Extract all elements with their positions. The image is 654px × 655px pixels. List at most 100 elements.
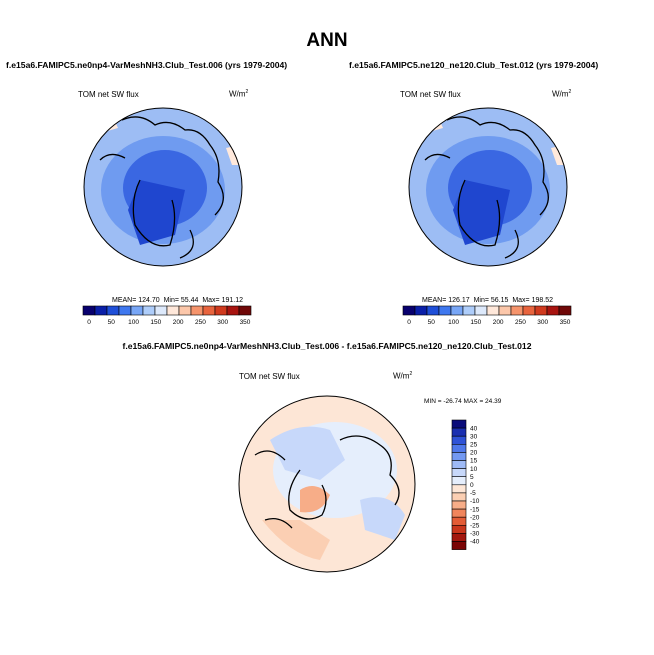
panel-1-warm-patch	[96, 110, 118, 132]
panel-2-colorbar-tick-label-1: 50	[428, 319, 436, 326]
panel-2-colorbar-tick-label-3: 150	[470, 319, 481, 326]
difference-positive-patch-2	[300, 486, 330, 513]
panel-1-colorbar-cell-6	[154, 305, 168, 316]
difference-colorbar-cell-12	[451, 516, 467, 526]
panel-2-variable-label: TOM net SW flux	[400, 90, 461, 99]
difference-negative-patch-2	[360, 497, 405, 540]
panel-2-warm-patch	[421, 110, 443, 132]
difference-colorbar-tick-label-9: -10	[470, 498, 480, 505]
panel-2-colorbar-tick-label-0: 0	[407, 319, 411, 326]
panel-1-colorbar-tick-label-2: 100	[128, 319, 139, 326]
panel-1-mean: 124.70	[138, 297, 160, 304]
difference-colorbar-cell-7	[451, 476, 467, 486]
panel-1-greenland-region	[128, 180, 185, 245]
panel-1-colorbar-tick-label-4: 200	[173, 319, 184, 326]
difference-colorbar-tick-label-13: -30	[470, 531, 480, 538]
difference-colorbar-tick-label-4: 15	[470, 458, 478, 465]
difference-title: f.e15a6.FAMIPC5.ne0np4-VarMeshNH3.Club_T…	[122, 341, 532, 351]
difference-colorbar-cell-13	[451, 524, 467, 534]
difference-colorbar-cell-11	[451, 508, 467, 518]
difference-colorbar-tick-label-14: -40	[470, 539, 480, 546]
difference-colorbar-cell-8	[451, 484, 467, 494]
difference-colorbar-tick-label-3: 20	[470, 450, 478, 457]
difference-colorbar-cell-14	[451, 533, 467, 542]
panel-2-colorbar-cell-2	[426, 305, 440, 316]
difference-colorbar-tick-label-0: 40	[470, 425, 478, 432]
panel-2-colorbar-cell-9	[510, 305, 524, 316]
panel-2-colorbar-cell-3	[438, 305, 452, 316]
panel-2-min: 56.15	[490, 297, 509, 304]
difference-colorbar-cell-4	[451, 452, 467, 461]
panel-1-colorbar: 0 50 100 150 200 250 300 350	[82, 305, 252, 326]
panel-1-colorbar-cell-9	[190, 305, 204, 316]
difference-colorbar-cell-0	[451, 419, 467, 429]
difference-variable-label: TOM net SW flux	[239, 372, 300, 381]
difference-colorbar-cell-15	[451, 541, 467, 550]
panel-1-colorbar-cell-10	[202, 305, 216, 316]
panel-1-map-border	[83, 107, 243, 267]
panel-1-map	[84, 108, 242, 266]
panel-2-map-border	[408, 107, 568, 267]
panel-2-mean: 126.17	[448, 297, 470, 304]
panel-1-colorbar-tick-label-1: 50	[108, 319, 116, 326]
difference-positive-patch	[262, 520, 330, 560]
difference-colorbar-cell-10	[451, 500, 467, 510]
difference-colorbar-tick-label-11: -20	[470, 514, 480, 521]
panel-2-colorbar-cell-0	[402, 305, 416, 316]
panel-2-colorbar-tick-label-5: 250	[515, 319, 526, 326]
difference-colorbar-tick-label-8: -5	[470, 490, 476, 497]
difference-stats: MIN = -26.74 MAX = 24.39	[424, 398, 502, 405]
difference-colorbar-cell-5	[451, 460, 467, 469]
panel-1-colorbar-cell-2	[106, 305, 120, 316]
difference-colorbar-cell-2	[451, 435, 467, 445]
panel-1-colorbar-tick-label-6: 300	[217, 319, 228, 326]
panel-2-colorbar-cell-13	[558, 305, 572, 316]
panel-2-map	[409, 108, 567, 266]
difference-colorbar-tick-label-10: -15	[470, 506, 480, 513]
panel-1-colorbar-cell-4	[130, 305, 144, 316]
main-title: ANN	[306, 30, 348, 51]
panel-1-units: W/m2	[229, 89, 249, 99]
panel-1-colorbar-cell-0	[82, 305, 96, 316]
difference-colorbar-tick-label-2: 25	[470, 442, 478, 449]
difference-colorbar-tick-label-7: 0	[470, 482, 474, 489]
difference-negative-patch	[270, 426, 345, 480]
panel-2-colorbar-cell-10	[522, 305, 536, 316]
panel-1-colorbar-cell-13	[238, 305, 252, 316]
panel-1-title: f.e15a6.FAMIPC5.ne0np4-VarMeshNH3.Club_T…	[6, 60, 288, 70]
panel-2-colorbar-cell-7	[486, 305, 500, 316]
panel-1-colorbar-cell-3	[118, 305, 132, 316]
panel-1-colorbar-cell-7	[166, 305, 180, 316]
panel-1-variable-label: TOM net SW flux	[78, 90, 139, 99]
difference-colorbar-cell-6	[451, 468, 467, 478]
panel-1-colorbar-tick-label-3: 150	[150, 319, 161, 326]
panel-1-stats: MEAN= 124.70 Min= 55.44 Max= 191.12	[112, 297, 244, 304]
difference-map-border	[238, 395, 416, 573]
panel-2-stats: MEAN= 126.17 Min= 56.15 Max= 198.52	[422, 297, 554, 304]
difference-colorbar-tick-label-12: -25	[470, 523, 480, 530]
panel-2-colorbar-cell-6	[474, 305, 488, 316]
difference-colorbar-tick-label-6: 5	[470, 474, 474, 481]
panel-2-colorbar-tick-label-4: 200	[493, 319, 504, 326]
difference-map	[239, 396, 415, 572]
panel-1-min: 55.44	[180, 297, 199, 304]
panel-2-units: W/m2	[552, 89, 572, 99]
panel-2-coastlines	[424, 116, 549, 259]
difference-coastlines	[254, 435, 400, 529]
panel-1-colorbar-tick-label-7: 350	[240, 319, 251, 326]
panel-2-colorbar-cell-5	[462, 305, 476, 316]
panel-1-colorbar-cell-11	[214, 305, 228, 316]
panel-1-coastlines	[99, 116, 224, 259]
difference-colorbar-tick-label-5: 10	[470, 466, 478, 473]
panel-2-colorbar-tick-label-7: 350	[560, 319, 571, 326]
difference-colorbar-cell-3	[451, 443, 467, 453]
panel-1-colorbar-tick-label-5: 250	[195, 319, 206, 326]
panel-1-colorbar-cell-5	[142, 305, 156, 316]
panel-2-max: 198.52	[531, 297, 554, 304]
panel-1-colorbar-cell-12	[226, 305, 240, 316]
panel-1-colorbar-tick-label-0: 0	[87, 319, 91, 326]
panel-2-colorbar-cell-11	[534, 305, 548, 316]
panel-2-title: f.e15a6.FAMIPC5.ne120_ne120.Club_Test.01…	[349, 60, 599, 70]
